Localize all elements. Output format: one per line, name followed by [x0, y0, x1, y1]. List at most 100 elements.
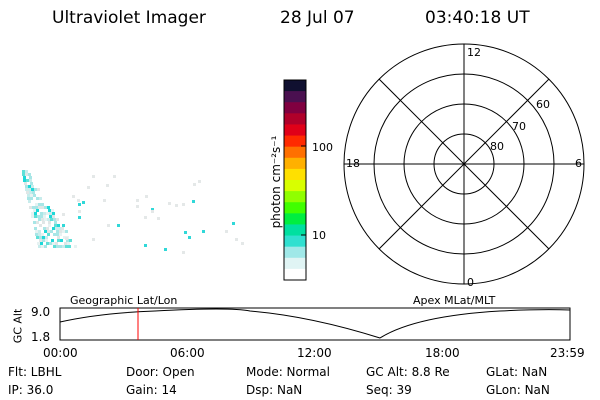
aurora-pixel — [41, 203, 44, 206]
aurora-pixel — [57, 239, 60, 242]
aurora-pixel — [168, 202, 171, 205]
mlat-label-60: 60 — [536, 98, 550, 111]
aurora-pixel — [117, 224, 120, 227]
aurora-pixel — [37, 242, 40, 245]
timeline-y-tick-9: 9.0 — [31, 305, 51, 319]
aurora-pixel — [63, 236, 66, 239]
aurora-pixel — [29, 176, 32, 179]
colorbar-block — [284, 80, 306, 92]
aurora-pixel — [56, 233, 59, 236]
aurora-pixel — [25, 188, 28, 191]
aurora-pixel — [198, 180, 201, 183]
aurora-pixel — [241, 242, 244, 245]
aurora-pixel — [35, 233, 38, 236]
aurora-pixel — [82, 201, 85, 204]
aurora-pixel — [39, 197, 42, 200]
timeline-x-tick-0600: 06:00 — [170, 346, 205, 360]
colorbar-block — [284, 246, 306, 259]
timeline-y-axis-label: GC Alt — [11, 308, 25, 344]
aurora-pixel — [34, 215, 37, 218]
aurora-pixel — [61, 227, 64, 230]
aurora-pixel — [42, 239, 45, 242]
aurora-pixel — [25, 173, 28, 176]
aurora-pixel — [87, 186, 90, 189]
status-gc-alt: GC Alt: 8.8 Re — [366, 365, 450, 379]
aurora-pixel — [22, 170, 25, 173]
mlat-label-70: 70 — [512, 120, 526, 133]
aurora-pixel — [235, 238, 238, 241]
aurora-pixel — [38, 203, 41, 206]
aurora-pixel — [35, 230, 38, 233]
aurora-pixel — [52, 215, 55, 218]
colorbar-block — [284, 268, 306, 281]
aurora-pixel — [62, 245, 65, 248]
aurora-pixel — [22, 173, 25, 176]
aurora-pixel — [49, 215, 52, 218]
aurora-pixel — [192, 200, 195, 203]
aurora-pixel — [31, 185, 34, 188]
aurora-pixel — [39, 224, 42, 227]
aurora-pixel — [49, 212, 52, 215]
aurora-pixel — [56, 218, 59, 221]
aurora-pixel — [51, 209, 54, 212]
aurora-pixel — [29, 179, 32, 182]
aurora-pixel — [59, 233, 62, 236]
altitude-curve — [59, 308, 571, 339]
colorbar-block — [284, 146, 306, 159]
aurora-pixel — [25, 185, 28, 188]
aurora-pixel — [136, 199, 139, 202]
aurora-pixel — [43, 215, 46, 218]
status-glon: GLon: NaN — [486, 383, 550, 397]
mlt-label-12: 12 — [467, 46, 481, 59]
aurora-pixel — [48, 221, 51, 224]
aurora-image — [22, 170, 244, 254]
aurora-pixel — [41, 206, 44, 209]
aurora-pixel — [38, 245, 41, 248]
aurora-pixel — [60, 239, 63, 242]
status-seq: Seq: 39 — [366, 383, 412, 397]
status-gain: Gain: 14 — [126, 383, 177, 397]
colorbar-block — [284, 235, 306, 248]
aurora-pixel — [52, 212, 55, 215]
aurora-pixel — [52, 227, 55, 230]
aurora-pixel — [34, 227, 37, 230]
colorbar-block — [284, 168, 306, 181]
aurora-pixel — [35, 203, 38, 206]
aurora-pixel — [30, 194, 33, 197]
aurora-pixel — [39, 239, 42, 242]
timeline-x-tick-0000: 00:00 — [43, 346, 78, 360]
aurora-pixel — [106, 184, 109, 187]
altitude-timeline — [59, 307, 571, 341]
status-ip: IP: 36.0 — [8, 383, 54, 397]
colorbar-block — [284, 124, 306, 137]
aurora-pixel — [30, 182, 33, 185]
aurora-pixel — [46, 227, 49, 230]
colorbar-gradient — [284, 80, 306, 281]
aurora-pixel — [107, 224, 110, 227]
colorbar-block — [284, 202, 306, 214]
timeline-x-tick-1800: 18:00 — [425, 346, 460, 360]
aurora-pixel — [113, 175, 116, 178]
aurora-pixel — [36, 236, 39, 239]
colorbar-block — [284, 213, 306, 226]
status-door: Door: Open — [126, 365, 195, 379]
aurora-pixel — [23, 176, 26, 179]
aurora-pixel — [27, 197, 30, 200]
aurora-pixel — [55, 227, 58, 230]
aurora-pixel — [46, 212, 49, 215]
date-label: 28 Jul 07 — [280, 8, 355, 28]
aurora-pixel — [92, 238, 95, 241]
colorbar-block — [284, 180, 306, 192]
aurora-pixel — [29, 191, 32, 194]
colorbar-block — [284, 113, 306, 126]
aurora-pixel — [38, 206, 41, 209]
aurora-pixel — [41, 233, 44, 236]
aurora-pixel — [33, 221, 36, 224]
aurora-pixel — [26, 179, 29, 182]
aurora-pixel — [24, 182, 27, 185]
aurora-pixel — [225, 230, 228, 233]
aurora-pixel — [78, 210, 81, 213]
aurora-pixel — [42, 236, 45, 239]
polar-grid — [343, 43, 585, 285]
aurora-pixel — [28, 188, 31, 191]
